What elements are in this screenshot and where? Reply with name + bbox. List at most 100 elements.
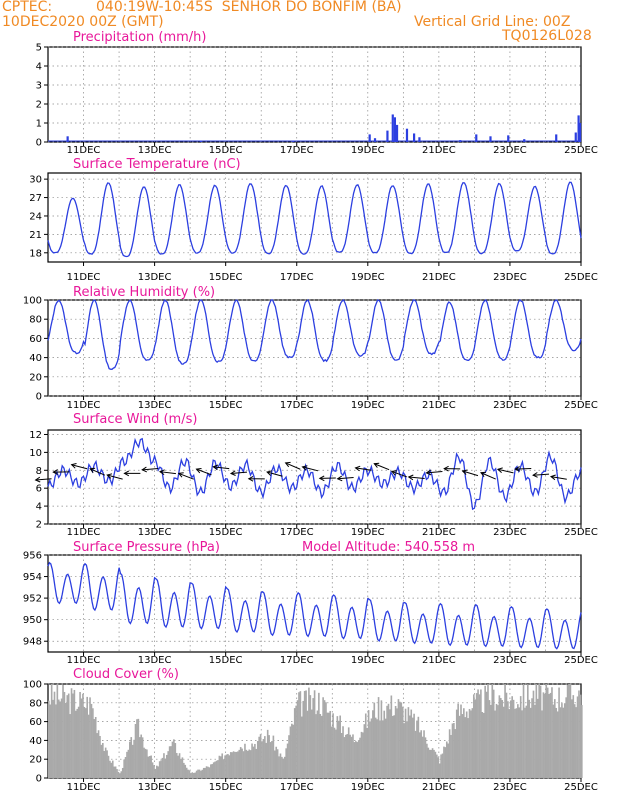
x-tick-label: 15DEC xyxy=(209,782,243,793)
cloud-bar xyxy=(546,687,549,778)
x-tick-label: 21DEC xyxy=(422,527,456,538)
cloud-bar xyxy=(438,763,441,778)
x-tick-label: 15DEC xyxy=(209,655,243,666)
y-tick-label: 950 xyxy=(23,615,42,626)
cloud-bar xyxy=(553,699,556,778)
cloud-bar xyxy=(339,715,341,778)
cloud-bar xyxy=(133,739,135,778)
wind-arrow-shaft xyxy=(285,462,301,470)
cloud-bar xyxy=(468,708,471,778)
wind-arrow-head xyxy=(123,470,130,477)
cloud-bar xyxy=(136,719,138,778)
x-tick-label: 23DEC xyxy=(493,527,527,538)
cloud-bar xyxy=(305,690,307,778)
cloud-bar xyxy=(352,734,354,778)
wind-arrow-head xyxy=(266,470,273,476)
cloud-bar xyxy=(336,716,339,778)
wind-arrow-shaft xyxy=(178,472,194,480)
cloud-bar xyxy=(404,708,407,778)
wind-speed-line xyxy=(47,437,582,511)
cloud-bar xyxy=(357,740,360,778)
cloud-bar xyxy=(333,727,336,778)
cloud-bar xyxy=(214,761,216,778)
cloud-bar xyxy=(502,706,505,778)
cloud-bar xyxy=(227,754,229,778)
cloud-bar xyxy=(175,752,178,778)
cloud-bar xyxy=(207,766,209,778)
wind-arrow-head xyxy=(229,470,236,476)
x-tick-label: 19DEC xyxy=(351,145,385,156)
cloud-bar xyxy=(168,746,171,778)
cloud-bar xyxy=(238,749,241,778)
cloud-bar xyxy=(309,695,312,778)
cloud-bar xyxy=(436,754,438,778)
cloud-bar xyxy=(129,741,131,778)
cloud-bar xyxy=(210,764,212,778)
cloud-bar xyxy=(437,757,440,778)
x-tick-label: 17DEC xyxy=(280,782,314,793)
cloud-bar xyxy=(178,753,181,778)
cloud-bar xyxy=(319,714,322,778)
cloud-bar xyxy=(48,700,50,778)
x-tick-label: 19DEC xyxy=(351,272,385,283)
cloud-bar xyxy=(80,698,83,778)
cloud-bar xyxy=(224,755,226,778)
cloud-bar xyxy=(581,705,583,778)
wind-arrow-shaft xyxy=(391,470,408,478)
wind-arrow-shaft xyxy=(480,472,496,480)
cloud-bar xyxy=(239,747,242,778)
cloud-bar xyxy=(273,750,276,778)
x-tick-label: 23DEC xyxy=(493,655,527,666)
cloud-bar xyxy=(444,747,447,778)
cloud-bar xyxy=(306,710,309,778)
cloud-bar xyxy=(572,695,575,778)
cloud-bar xyxy=(418,732,421,778)
cloud-bar xyxy=(413,713,415,778)
cloud-bar xyxy=(268,735,270,778)
panel-title: Cloud Cover (%) xyxy=(73,667,179,682)
precip-bar xyxy=(391,114,394,142)
cloud-bar xyxy=(153,765,155,778)
cloud-bar xyxy=(164,758,167,778)
cloud-bar xyxy=(119,773,121,778)
cloud-bar xyxy=(517,704,519,778)
precip-bar xyxy=(507,135,510,142)
wind-arrow-shaft xyxy=(159,471,176,475)
cloud-bar xyxy=(514,708,516,778)
cloud-bar xyxy=(345,734,347,778)
cloud-bar xyxy=(180,758,182,778)
y-tick-label: 18 xyxy=(29,248,42,259)
cloud-bar xyxy=(401,706,404,778)
cloud-bar xyxy=(353,742,356,778)
cloud-bar xyxy=(111,760,114,778)
x-tick-label: 19DEC xyxy=(351,527,385,538)
cloud-bar xyxy=(414,730,417,778)
y-tick-label: 40 xyxy=(29,353,42,364)
cloud-bar xyxy=(89,697,91,778)
cloud-bar xyxy=(241,748,243,778)
cloud-bar xyxy=(246,750,249,778)
wind-arrow-head xyxy=(480,471,487,478)
cloud-bar xyxy=(143,747,145,778)
cloud-bar xyxy=(417,716,420,778)
panel-frame-3 xyxy=(47,429,582,525)
wind-arrow-head xyxy=(284,461,291,468)
cloud-bar xyxy=(167,751,170,778)
cloud-bar xyxy=(460,704,462,778)
wind-arrow-head xyxy=(425,469,432,476)
cloud-bar xyxy=(373,702,376,778)
cloud-bar xyxy=(171,741,174,778)
cloud-bar xyxy=(325,702,327,778)
x-tick-label: 21DEC xyxy=(422,782,456,793)
wind-arrow-head xyxy=(52,469,58,475)
cloud-bar xyxy=(548,694,550,778)
cloud-bar xyxy=(394,705,397,778)
cloud-bar xyxy=(244,743,246,778)
x-tick-label: 25DEC xyxy=(564,400,598,411)
x-tick-label: 11DEC xyxy=(67,527,101,538)
cloud-bar xyxy=(396,708,398,778)
wind-arrow-shaft xyxy=(550,476,567,480)
cloud-bar xyxy=(249,750,252,778)
y-tick-label: 956 xyxy=(23,551,42,562)
cloud-bar xyxy=(575,707,577,778)
